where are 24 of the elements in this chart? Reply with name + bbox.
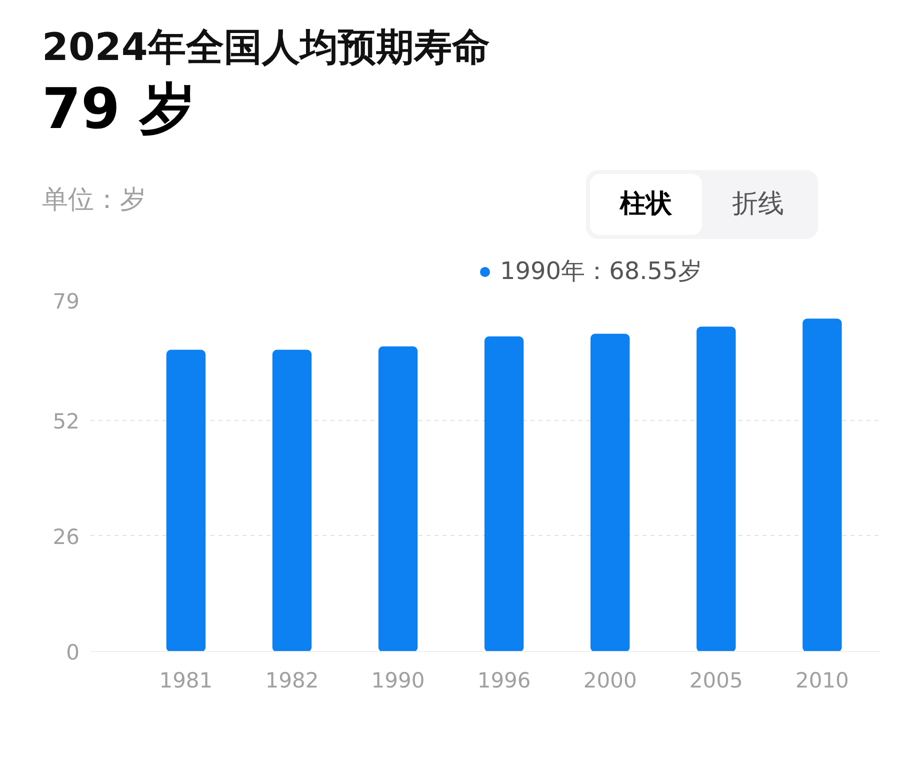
x-tick-label: 2000 [583, 668, 637, 692]
y-tick-label: 0 [66, 640, 80, 664]
x-tick-label: 1996 [477, 668, 531, 692]
x-tick-label: 1990 [371, 668, 425, 692]
bar [166, 350, 206, 652]
y-tick-label: 79 [52, 290, 80, 314]
bar [696, 326, 736, 652]
x-tick-label: 2005 [689, 668, 743, 692]
text: 折线 [731, 188, 785, 221]
x-tick-label: 2010 [795, 668, 849, 692]
bar [272, 350, 312, 652]
y-axis-title: 单位：岁 [42, 184, 146, 217]
y-tick-label: 52 [52, 409, 80, 434]
bar [802, 318, 842, 652]
text: 柱状 [590, 174, 702, 236]
y-tick-label: 26 [52, 524, 80, 549]
chart-title: 2024年全国人均预期寿命 [41, 24, 490, 71]
x-tick-label: 1982 [265, 668, 319, 692]
bar [378, 346, 418, 652]
bar [484, 336, 524, 652]
bar [590, 334, 630, 652]
chart-subtitle: 79 岁 [41, 76, 196, 144]
x-tick-label: 1981 [159, 668, 213, 692]
text: 1990年：68.55岁 [499, 256, 702, 287]
